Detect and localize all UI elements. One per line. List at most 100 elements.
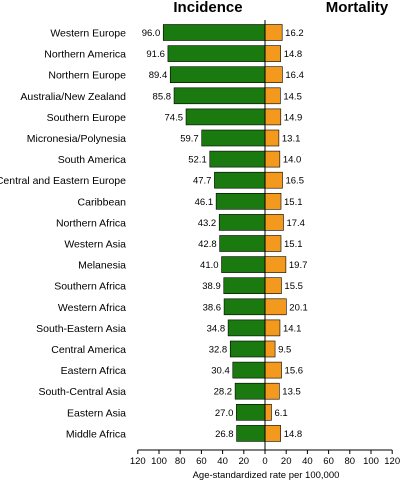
x-tick-label: 40 xyxy=(302,456,313,467)
mortality-bar-northern-africa xyxy=(264,214,284,231)
x-axis: 120 100 80 60 40 20 0 20 40 60 80 100 120 xyxy=(130,20,400,467)
mortality-bar-eastern-africa xyxy=(264,361,282,379)
incidence-bar-melanesia xyxy=(221,256,266,273)
category-label-northern-europe: Northern Europe xyxy=(48,70,126,82)
incidence-bar-northern-america xyxy=(167,45,266,62)
mortality-bar-northern-europe xyxy=(264,66,283,83)
incidence-bar-south-central-asia xyxy=(234,382,266,400)
mortality-bar-southern-africa xyxy=(264,277,282,295)
incidence-bar-western-asia xyxy=(219,235,266,252)
category-label-middle-africa: Middle Africa xyxy=(66,428,126,440)
category-label-australia-new-zealand: Australia/New Zealand xyxy=(20,91,126,103)
mortality-value-western-asia: 15.1 xyxy=(284,239,303,250)
incidence-bar-central-america xyxy=(229,340,266,358)
mortality-bar-western-africa xyxy=(264,298,287,316)
incidence-value-western-africa: 38.6 xyxy=(203,302,222,313)
category-label-northern-america: Northern America xyxy=(44,49,126,61)
x-axis-title: Age-standardized rate per 100,000 xyxy=(193,470,340,480)
mortality-bar-western-europe xyxy=(264,24,283,41)
mortality-value-central-and-eastern-europe: 16.5 xyxy=(285,176,304,187)
incidence-value-south-america: 52.1 xyxy=(188,155,207,166)
mortality-bar-western-asia xyxy=(264,235,282,252)
x-tick-label: 100 xyxy=(151,456,167,467)
mortality-value-western-europe: 16.2 xyxy=(285,28,304,39)
mortality-value-caribbean: 15.1 xyxy=(284,197,303,208)
mortality-value-southern-europe: 14.9 xyxy=(284,112,303,123)
incidence-value-northern-africa: 43.2 xyxy=(198,218,217,229)
category-label-northern-africa: Northern Africa xyxy=(56,217,126,229)
category-label-south-eastern-asia: South-Eastern Asia xyxy=(36,323,126,335)
incidence-value-micronesia-polynesia: 59.7 xyxy=(180,134,199,145)
x-tick-label: 120 xyxy=(384,456,400,467)
mortality-bar-south-america xyxy=(264,150,281,168)
category-label-caribbean: Caribbean xyxy=(78,196,127,208)
incidence-bar-northern-africa xyxy=(218,214,266,231)
x-tick-label: 120 xyxy=(130,456,146,467)
mortality-value-australia-new-zealand: 14.5 xyxy=(283,91,302,102)
incidence-bar-southern-europe xyxy=(185,108,266,126)
mortality-bar-micronesia-polynesia xyxy=(264,129,280,147)
category-label-central-and-eastern-europe: Central and Eastern Europe xyxy=(0,175,126,187)
incidence-value-south-eastern-asia: 34.8 xyxy=(207,323,226,334)
x-tick-label: 0 xyxy=(262,456,267,467)
category-label-southern-europe: Southern Europe xyxy=(47,112,127,124)
category-label-south-central-asia: South-Central Asia xyxy=(38,386,126,398)
incidence-bar-central-and-eastern-europe xyxy=(214,171,266,189)
x-tick-label: 80 xyxy=(345,456,356,467)
x-tick-label: 100 xyxy=(363,456,379,467)
x-tick-label: 80 xyxy=(175,456,186,467)
mortality-bar-eastern-asia xyxy=(264,403,272,421)
category-label-central-america: Central America xyxy=(51,344,126,356)
x-tick-label: 20 xyxy=(239,456,250,467)
category-label-western-asia: Western Asia xyxy=(64,239,126,251)
mortality-bar-melanesia xyxy=(264,256,287,273)
incidence-value-eastern-africa: 30.4 xyxy=(211,366,230,377)
incidence-value-southern-europe: 74.5 xyxy=(165,112,184,123)
incidence-value-australia-new-zealand: 85.8 xyxy=(153,91,172,102)
mortality-bar-south-central-asia xyxy=(264,382,280,400)
x-tick-label: 20 xyxy=(281,456,292,467)
mortality-value-central-america: 9.5 xyxy=(278,345,291,356)
mortality-value-southern-africa: 15.5 xyxy=(284,281,303,292)
incidence-value-western-europe: 96.0 xyxy=(142,28,161,39)
category-label-southern-africa: Southern Africa xyxy=(54,281,126,293)
x-tick-label: 60 xyxy=(323,456,334,467)
mortality-value-eastern-africa: 15.6 xyxy=(285,366,304,377)
labels-layer: Western Europe 96.0 16.2 Northern America 91… xyxy=(0,28,308,441)
mortality-bar-central-and-eastern-europe xyxy=(264,171,283,189)
incidence-bar-western-europe xyxy=(162,24,266,41)
mortality-bar-south-eastern-asia xyxy=(264,319,281,337)
incidence-title: Incidence xyxy=(173,0,242,16)
incidence-bar-eastern-africa xyxy=(232,361,266,379)
incidence-value-northern-america: 91.6 xyxy=(146,49,165,60)
bars-layer xyxy=(162,24,287,442)
incidence-bar-southern-africa xyxy=(223,277,266,295)
incidence-value-western-asia: 42.8 xyxy=(198,239,217,250)
category-label-melanesia: Melanesia xyxy=(78,260,126,272)
mortality-bar-middle-africa xyxy=(264,425,281,442)
incidence-bar-northern-europe xyxy=(169,66,266,83)
incidence-bar-south-eastern-asia xyxy=(227,319,266,337)
mortality-bar-caribbean xyxy=(264,193,282,210)
mortality-value-eastern-asia: 6.1 xyxy=(274,408,287,419)
incidence-bar-micronesia-polynesia xyxy=(201,129,266,147)
mortality-value-south-eastern-asia: 14.1 xyxy=(283,323,302,334)
mortality-value-south-america: 14.0 xyxy=(283,155,302,166)
x-tick-label: 40 xyxy=(217,456,228,467)
category-label-micronesia-polynesia: Micronesia/Polynesia xyxy=(27,133,126,145)
incidence-value-middle-africa: 26.8 xyxy=(215,429,234,440)
incidence-bar-caribbean xyxy=(215,193,266,210)
category-label-eastern-asia: Eastern Asia xyxy=(67,407,126,419)
x-tick-label: 60 xyxy=(196,456,207,467)
category-label-eastern-africa: Eastern Africa xyxy=(61,365,127,377)
mortality-bar-northern-america xyxy=(264,45,281,62)
mortality-value-northern-america: 14.8 xyxy=(284,49,303,60)
mortality-value-melanesia: 19.7 xyxy=(289,260,308,271)
incidence-bar-eastern-asia xyxy=(236,403,266,421)
incidence-value-northern-europe: 89.4 xyxy=(149,70,168,81)
category-label-western-europe: Western Europe xyxy=(50,28,126,40)
incidence-bar-middle-africa xyxy=(236,425,266,442)
incidence-bar-south-america xyxy=(209,150,266,168)
